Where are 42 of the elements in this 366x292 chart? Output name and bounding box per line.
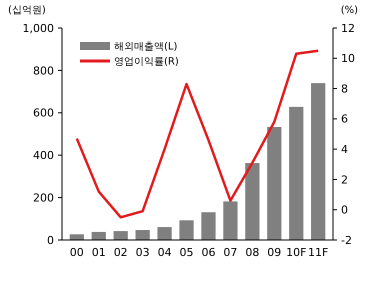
x-tick-label: 01 [92,246,106,259]
bar [136,230,150,240]
x-tick-label: 03 [136,246,150,259]
x-tick-label: 04 [158,246,172,259]
y2-tick-label: 10 [341,52,355,66]
x-tick-label: 10F [286,246,306,259]
bar [267,127,282,240]
legend-label: 영업이익률(R) [114,56,179,68]
bar [201,212,216,240]
y2-tick-label: 8 [341,82,348,96]
bar [114,231,128,240]
y-axis-title: (십억원) [8,5,46,16]
x-tick-label: 09 [267,246,282,259]
y-tick-label: 400 [33,149,54,162]
y2-tick-label: 6 [341,112,348,126]
x-tick-label: 07 [223,246,238,259]
bar [92,232,106,240]
y2-tick-label: 12 [341,22,355,35]
y2-tick-label: 2 [341,173,348,186]
x-tick-label: 08 [245,246,260,259]
x-tick-label: 11F [308,246,328,259]
y-tick-label: 600 [33,106,54,120]
x-tick-label: 00 [70,246,84,259]
bar [311,83,326,240]
legend-label: 해외매출액(L) [114,42,178,52]
y-tick-label: 200 [33,191,54,204]
bar [223,201,238,240]
x-tick-label: 05 [180,246,194,259]
y2-tick-label: -2 [341,234,352,247]
y-tick-label: 800 [33,64,54,78]
y2-tick-label: 0 [341,204,348,217]
x-tick-label: 02 [114,246,128,259]
line-series [76,49,320,219]
x-tick-label: 06 [201,246,216,259]
y-tick-label: 0 [47,234,54,247]
y-tick-label: 1,000 [22,22,54,35]
bar [289,106,304,240]
bar [179,220,194,240]
y2-tick-label: 4 [341,142,348,156]
y2-axis-title: (%) [340,5,358,16]
bar [245,163,260,240]
bar [157,227,172,240]
